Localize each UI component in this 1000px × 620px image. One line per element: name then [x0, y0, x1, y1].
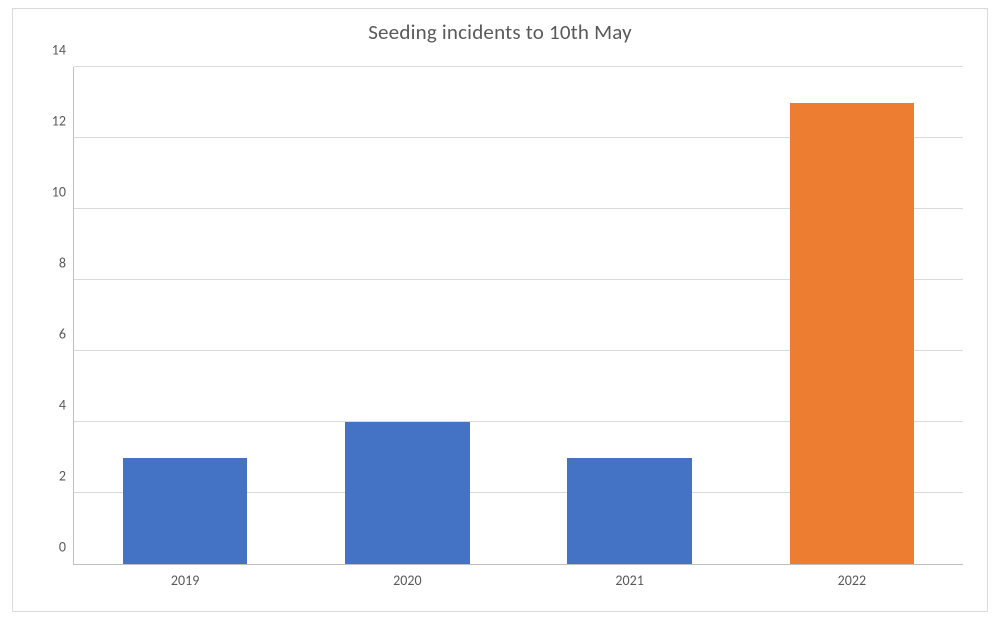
gridline — [74, 66, 963, 67]
bar — [567, 458, 691, 565]
bar — [790, 103, 914, 565]
chart-container: Seeding incidents to 10th May 0246810121… — [12, 8, 988, 612]
plot-area: 024681012142019202020212022 — [73, 67, 963, 565]
bar — [345, 422, 469, 564]
y-axis-tick-label: 0 — [59, 539, 74, 556]
chart-title: Seeding incidents to 10th May — [13, 19, 987, 45]
x-axis-tick-label: 2019 — [171, 564, 199, 589]
x-axis-tick-label: 2022 — [838, 564, 866, 589]
plot-wrap: 024681012142019202020212022 — [73, 67, 963, 565]
x-axis-tick-label: 2021 — [615, 564, 643, 589]
y-axis-tick-label: 10 — [52, 184, 74, 201]
x-axis-tick-label: 2020 — [393, 564, 421, 589]
y-axis-tick-label: 4 — [59, 397, 74, 414]
y-axis-tick-label: 12 — [52, 113, 74, 130]
bar — [123, 458, 247, 565]
y-axis-tick-label: 6 — [59, 326, 74, 343]
y-axis-tick-label: 8 — [59, 255, 74, 272]
y-axis-tick-label: 14 — [52, 42, 74, 59]
y-axis-tick-label: 2 — [59, 468, 74, 485]
